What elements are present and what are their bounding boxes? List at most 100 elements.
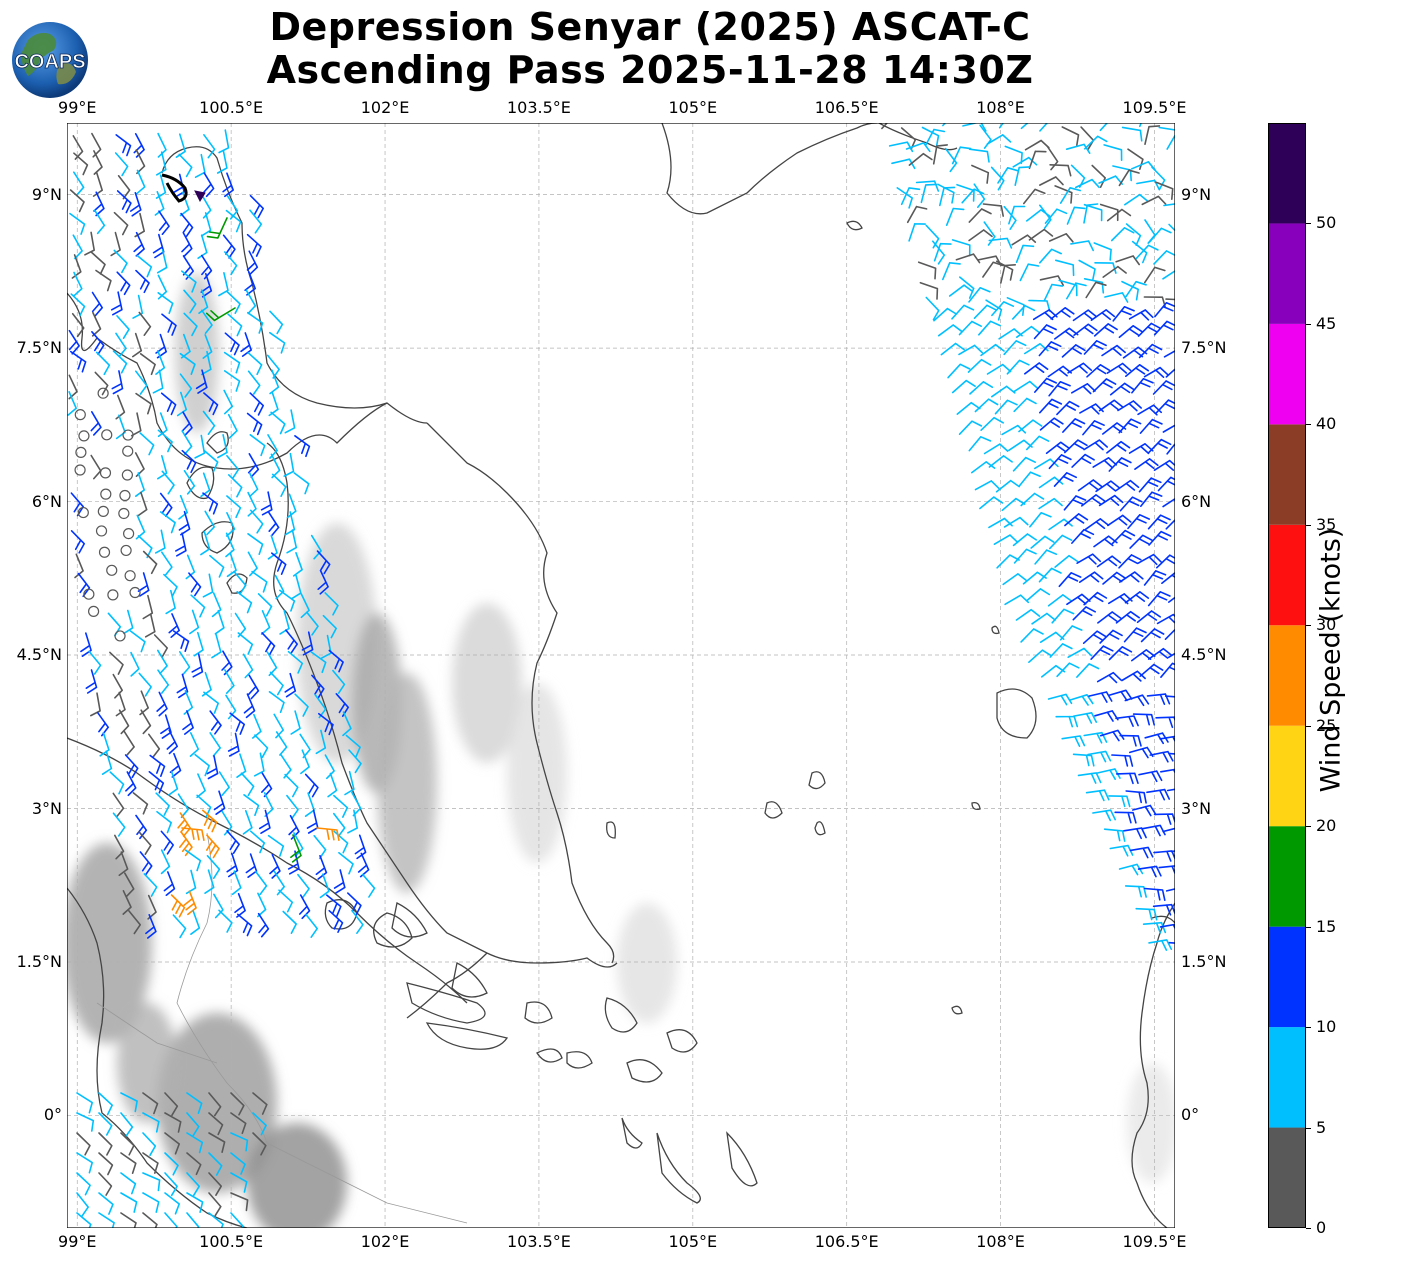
wind-barb xyxy=(311,674,325,699)
wind-barb xyxy=(160,714,172,739)
wind-barb xyxy=(90,251,106,275)
wind-barb xyxy=(1066,206,1086,225)
wind-barb xyxy=(351,909,364,934)
wind-barb xyxy=(304,792,315,817)
wind-barb xyxy=(186,1092,203,1114)
wind-barb xyxy=(130,651,140,677)
wind-barb xyxy=(328,909,344,933)
wind-barb xyxy=(1055,259,1075,277)
wind-barb xyxy=(315,729,327,755)
wind-barb xyxy=(1131,161,1156,171)
wind-barb xyxy=(116,190,132,214)
calm-wind-marker xyxy=(101,429,113,441)
wind-barb xyxy=(1018,471,1041,487)
wind-barb xyxy=(1096,671,1122,684)
lon-label-bottom: 105°E xyxy=(668,1232,718,1251)
chart-title-line-1: Depression Senyar (2025) ASCAT-C xyxy=(269,5,1031,49)
lon-label-top: 108°E xyxy=(976,98,1025,117)
colorbar-tick-label: 40 xyxy=(1316,414,1337,434)
wind-barb xyxy=(252,1092,268,1115)
wind-barb xyxy=(206,217,228,239)
wind-barb xyxy=(1152,903,1175,916)
wind-barb xyxy=(951,304,975,320)
lat-label-left: 7.5°N xyxy=(16,338,62,358)
wind-barb xyxy=(285,629,298,654)
wind-barb xyxy=(354,834,367,860)
wind-barb xyxy=(183,690,194,715)
wind-barb xyxy=(157,669,170,694)
wind-barb xyxy=(1098,399,1124,412)
wind-barb xyxy=(1108,795,1131,808)
wind-barb xyxy=(1124,591,1150,604)
wind-barb xyxy=(357,852,370,878)
wind-barb xyxy=(236,591,253,614)
wind-barb xyxy=(1072,309,1098,322)
wind-barb xyxy=(208,1152,223,1176)
wind-barb xyxy=(1106,440,1131,454)
wind-barb xyxy=(1162,827,1175,833)
wind-barb xyxy=(1069,694,1094,706)
wind-barb xyxy=(1048,233,1074,243)
wind-barb xyxy=(1099,123,1109,132)
wind-barb xyxy=(246,412,263,436)
wind-barb xyxy=(148,771,165,794)
wind-barb xyxy=(214,609,225,635)
wind-barb xyxy=(91,132,102,158)
lon-label-bottom: 108°E xyxy=(976,1232,1025,1251)
wind-barb xyxy=(260,610,271,635)
wind-barb xyxy=(178,153,193,178)
wind-barb xyxy=(1131,240,1148,264)
calm-wind-marker xyxy=(122,429,134,441)
wind-barb xyxy=(186,1172,200,1196)
wind-barb xyxy=(1107,514,1132,527)
wind-barb xyxy=(1078,571,1104,583)
wind-barb xyxy=(326,894,342,917)
wind-barb xyxy=(993,534,1019,545)
wind-barb xyxy=(1152,380,1175,395)
wind-barb xyxy=(202,573,214,598)
wind-barb xyxy=(201,309,213,335)
wind-barb xyxy=(140,709,152,735)
wind-barb xyxy=(933,242,952,262)
wind-barb xyxy=(1045,441,1071,455)
colorbar-segment xyxy=(1268,524,1306,626)
wind-barb xyxy=(968,436,992,452)
colorbar-tick-label: 0 xyxy=(1316,1218,1327,1237)
wind-barb xyxy=(90,411,102,436)
wind-barb xyxy=(69,212,86,235)
wind-barb xyxy=(967,358,992,373)
wind-barb xyxy=(1164,628,1175,640)
wind-barb xyxy=(1166,133,1175,150)
wind-barb xyxy=(939,186,956,207)
wind-barb xyxy=(164,1192,180,1215)
wind-barb xyxy=(1127,514,1151,530)
coastlines xyxy=(67,123,1175,1228)
wind-barb xyxy=(1119,571,1144,583)
wind-barb xyxy=(202,492,219,515)
wind-barb xyxy=(175,133,186,158)
wind-barb xyxy=(1125,280,1147,298)
wind-barb xyxy=(163,871,176,896)
wind-barb xyxy=(254,870,268,896)
wind-barb xyxy=(1055,715,1079,728)
wind-barb xyxy=(71,312,85,338)
wind-barb xyxy=(1123,827,1147,840)
wind-barb xyxy=(123,609,134,635)
wind-barb xyxy=(1124,694,1150,707)
svg-text:COAPS: COAPS xyxy=(14,51,85,73)
wind-barb xyxy=(268,511,280,537)
wind-barb xyxy=(200,530,211,556)
wind-barb xyxy=(1006,359,1030,375)
wind-barbs xyxy=(67,123,1175,1228)
wind-barb xyxy=(940,342,965,356)
wind-barb xyxy=(1026,588,1051,602)
wind-barb xyxy=(1018,419,1043,433)
calm-wind-marker xyxy=(129,586,141,599)
wind-barb xyxy=(112,673,123,699)
wind-barb xyxy=(900,187,921,206)
wind-barb xyxy=(1103,144,1123,161)
wind-barb xyxy=(958,420,983,435)
wind-barb xyxy=(1163,203,1175,207)
wind-barb xyxy=(230,1132,249,1152)
calm-wind-marker xyxy=(118,507,130,520)
